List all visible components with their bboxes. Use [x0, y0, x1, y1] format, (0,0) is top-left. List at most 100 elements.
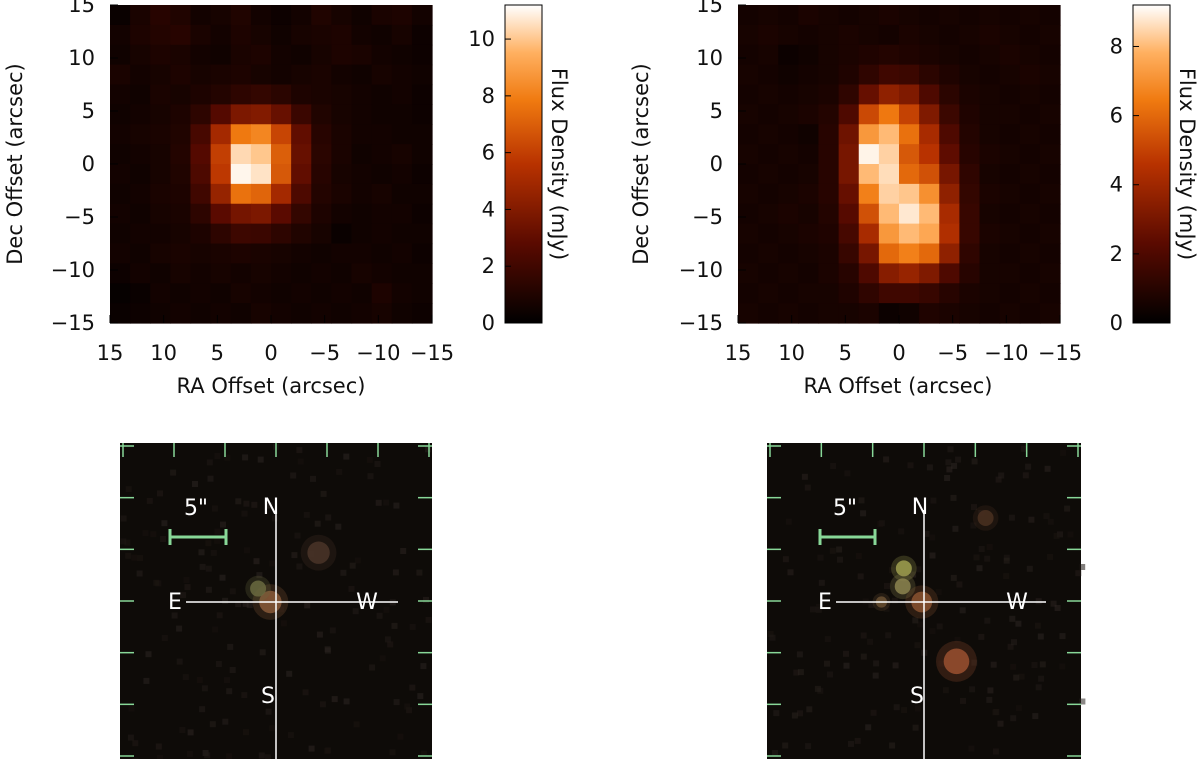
- heatmap-cell-left-8-6: [230, 164, 252, 185]
- cutout-noise-right-9: [910, 571, 917, 578]
- heatmap-cell-right-1-0: [738, 24, 759, 46]
- cutout-noise-right-60: [805, 743, 812, 750]
- cutout-noise-right-1: [785, 518, 792, 525]
- cutout-noise-right-123: [923, 530, 930, 537]
- heatmap-cell-right-5-12: [979, 104, 1001, 125]
- cutout-noise-left-76: [176, 625, 183, 632]
- heatmap-cell-right-12-11: [959, 243, 981, 264]
- cutout-noise-left-141: [409, 623, 416, 630]
- cutout-noise-right-108: [992, 709, 999, 716]
- heatmap-cell-left-9-14: [391, 183, 413, 205]
- heatmap-cell-left-3-0: [110, 64, 131, 86]
- heatmap-cell-left-6-9: [291, 124, 312, 145]
- cutout-noise-right-76: [1053, 532, 1060, 539]
- cutout-noise-left-155: [205, 586, 212, 593]
- heatmap-cell-right-1-11: [959, 24, 981, 46]
- heatmap-cell-left-1-7: [250, 24, 272, 46]
- heatmap-cell-right-6-0: [738, 124, 759, 145]
- cutout-noise-right-148: [968, 745, 975, 752]
- cutout-noise-right-11: [1021, 445, 1028, 452]
- heatmap-cell-left-3-10: [311, 64, 332, 86]
- heatmap-cell-left-8-8: [271, 164, 292, 185]
- heatmap-cell-left-0-14: [391, 5, 413, 26]
- heatmap-cell-left-7-8: [271, 144, 292, 165]
- cutout-noise-left-121: [182, 674, 189, 681]
- y-tick-label-left-6: −15: [51, 311, 95, 335]
- heatmap-cell-right-2-4: [818, 44, 840, 66]
- cutout-noise-right-84: [951, 462, 958, 469]
- heatmap-cell-right-14-6: [858, 283, 880, 304]
- cutout-noise-left-71: [137, 555, 144, 562]
- cutout-noise-left-89: [224, 454, 231, 461]
- heatmap-cell-right-15-7: [878, 303, 900, 324]
- heatmap-cell-right-11-9: [919, 223, 940, 245]
- heatmap-cell-right-15-0: [738, 303, 759, 324]
- heatmap-cell-left-6-0: [110, 124, 131, 145]
- cutout-noise-right-6: [986, 544, 993, 550]
- heatmap-cell-right-7-6: [858, 144, 880, 165]
- heatmap-cell-left-12-8: [271, 243, 292, 264]
- cutout-noise-right-64: [858, 497, 865, 504]
- heatmap-cell-left-14-7: [250, 283, 272, 304]
- heatmap-cell-right-6-8: [899, 124, 920, 145]
- colorbar-tick-label-right-2: 4: [1110, 173, 1123, 197]
- heatmap-cell-left-4-2: [150, 84, 171, 105]
- heatmap-cell-right-9-3: [798, 183, 820, 205]
- cutout-noise-left-80: [287, 732, 294, 739]
- heatmap-cell-left-6-4: [190, 124, 212, 145]
- heatmap-cell-right-4-9: [919, 84, 940, 105]
- cutout-noise-right-91: [914, 705, 921, 712]
- heatmap-cell-right-14-12: [979, 283, 1001, 304]
- heatmap-cell-left-4-4: [190, 84, 212, 105]
- heatmap-cell-right-11-4: [818, 223, 840, 245]
- cutout-noise-right-75: [945, 459, 952, 466]
- heatmap-cell-left-4-12: [351, 84, 373, 105]
- heatmap-cell-right-9-11: [959, 183, 981, 205]
- heatmap-cell-right-9-14: [1019, 183, 1041, 205]
- heatmap-cell-left-13-9: [291, 263, 312, 284]
- heatmap-cell-right-12-0: [738, 243, 759, 264]
- heatmap-cell-left-7-9: [291, 144, 312, 165]
- heatmap-cell-left-11-9: [291, 223, 312, 245]
- heatmap-cell-right-5-0: [738, 104, 759, 125]
- cutout-source-right-5: [977, 510, 994, 526]
- heatmap-cell-left-9-11: [331, 183, 353, 205]
- compass-east-right: E: [818, 590, 832, 615]
- heatmap-cell-left-8-0: [110, 164, 131, 185]
- cutout-noise-left-20: [205, 540, 212, 547]
- heatmap-cell-right-14-11: [959, 283, 981, 304]
- heatmap-cell-right-7-10: [939, 144, 960, 165]
- heatmap-cell-right-8-15: [1039, 164, 1061, 185]
- heatmap-cell-left-13-14: [391, 263, 413, 284]
- cutout-noise-left-7: [393, 502, 400, 509]
- heatmap-cell-left-14-8: [271, 283, 292, 304]
- heatmap-cell-left-15-2: [150, 303, 171, 324]
- heatmap-cell-left-5-6: [230, 104, 252, 125]
- heatmap-cell-right-6-4: [818, 124, 840, 145]
- heatmap-cell-left-5-8: [271, 104, 292, 125]
- cutout-noise-right-0: [806, 706, 813, 713]
- x-tick-label-right-5: −10: [984, 341, 1028, 365]
- heatmap-cell-right-6-11: [959, 124, 981, 145]
- cutout-noise-right-93: [976, 565, 983, 572]
- heatmap-cell-left-1-14: [391, 24, 413, 46]
- heatmap-cell-right-11-8: [899, 223, 920, 245]
- heatmap-cell-right-13-5: [838, 263, 860, 284]
- cutout-noise-right-14: [907, 462, 914, 469]
- cutout-noise-left-19: [304, 602, 311, 609]
- heatmap-cell-left-8-11: [331, 164, 353, 185]
- colorbar-ticks-right: 0 2 4 6 8: [1110, 34, 1139, 335]
- y-tick-label-left-2: 5: [82, 99, 95, 123]
- heatmap-cell-right-9-0: [738, 183, 759, 205]
- cutout-noise-left-37: [131, 554, 138, 561]
- heatmap-cell-right-5-7: [878, 104, 900, 125]
- heatmap-cell-left-12-1: [130, 243, 151, 264]
- cutout-noise-left-58: [310, 475, 316, 482]
- heatmap-cell-left-12-15: [411, 243, 433, 264]
- cutout-noise-right-42: [891, 597, 898, 604]
- cutout-noise-left-110: [290, 472, 297, 479]
- cutout-source-right-2: [894, 578, 911, 595]
- cutout-noise-left-82: [391, 622, 398, 629]
- cutout-noise-right-25: [914, 642, 921, 649]
